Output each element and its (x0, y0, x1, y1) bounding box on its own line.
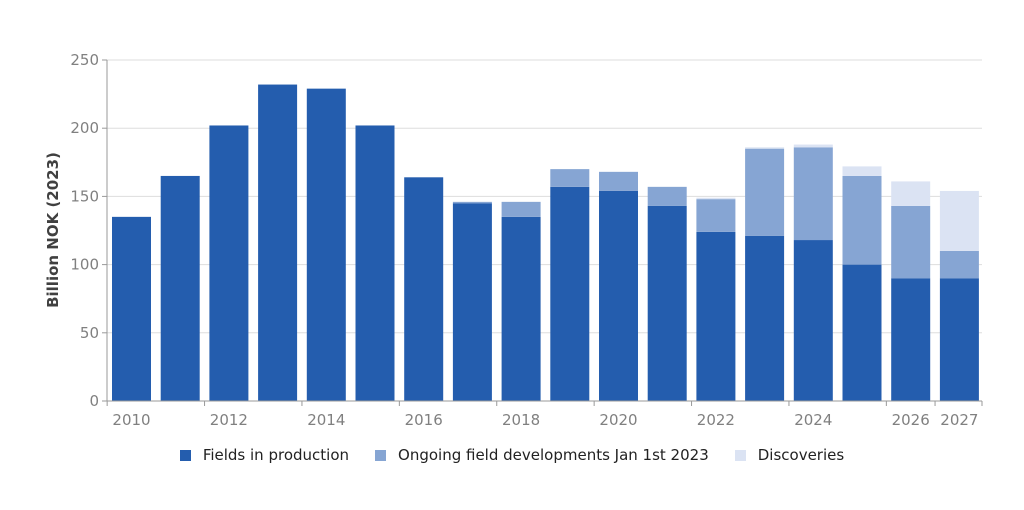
x-tick-label-2022: 2022 (697, 411, 735, 429)
legend-label-fields-in-production: Fields in production (202, 446, 350, 464)
x-tick-label-2018: 2018 (502, 411, 540, 429)
bar-segment-2022-s2 (696, 197, 736, 200)
bar-segment-2021-s1 (647, 186, 687, 206)
bar-segment-2018-s0 (501, 216, 541, 401)
bar-segment-2017-s0 (452, 203, 492, 401)
legend-item-ongoing-field-developments: Ongoing field developments Jan 1st 2023 (375, 446, 709, 464)
legend-swatch-ongoing-field-developments (375, 449, 387, 461)
x-tick-label-2016: 2016 (405, 411, 443, 429)
bar-segment-2023-s0 (745, 235, 785, 401)
axis-layer: 0 50 100 150 200 250 2010 2012 2014 2016 2018 2020 2… (70, 51, 983, 429)
bar-segment-2022-s1 (696, 199, 736, 232)
y-axis-title: Billion NOK (2023) (44, 152, 62, 308)
bar-segment-2026-s0 (891, 278, 931, 401)
bar-segment-2018-s1 (501, 201, 541, 217)
y-tick-label: 200 (70, 119, 99, 137)
y-tick-label: 0 (89, 392, 99, 410)
bar-segment-2014-s0 (306, 88, 346, 402)
x-tick-label-2027: 2027 (940, 411, 978, 429)
bar-segment-2027-s1 (939, 250, 979, 279)
grid-layer (107, 59, 982, 334)
bar-segment-2023-s1 (745, 148, 785, 236)
legend-label-discoveries: Discoveries (757, 446, 845, 464)
bar-segment-2016-s0 (404, 177, 444, 401)
bar-segment-2021-s0 (647, 205, 687, 401)
bar-segment-2027-s0 (939, 278, 979, 401)
bar-segment-2027-s2 (939, 190, 979, 251)
x-tick-label-2010: 2010 (112, 411, 150, 429)
bar-segment-2025-s0 (842, 264, 882, 401)
x-tick-label-2026: 2026 (892, 411, 930, 429)
bar-segment-2022-s0 (696, 231, 736, 401)
bar-segment-2026-s1 (891, 205, 931, 279)
x-tick-label-2024: 2024 (794, 411, 832, 429)
bar-layer (112, 84, 979, 402)
stacked-bar-chart: 0 50 100 150 200 250 2010 2012 2014 2016 2018 2020 2… (44, 51, 983, 429)
legend-item-fields-in-production: Fields in production (179, 446, 350, 464)
bar-segment-2010-s0 (112, 216, 151, 401)
x-tick-label-2020: 2020 (599, 411, 637, 429)
y-tick-label: 100 (70, 256, 99, 274)
bar-segment-2013-s0 (258, 84, 298, 401)
bar-segment-2025-s2 (842, 166, 882, 176)
legend-item-discoveries: Discoveries (734, 446, 845, 464)
bar-segment-2025-s1 (842, 175, 882, 265)
bar-segment-2017-s1 (452, 201, 492, 204)
bar-segment-2026-s2 (891, 181, 931, 206)
bar-segment-2015-s0 (355, 125, 395, 402)
legend-swatch-discoveries (734, 449, 746, 461)
bar-segment-2012-s0 (209, 125, 249, 402)
legend-label-ongoing-field-developments: Ongoing field developments Jan 1st 2023 (398, 446, 709, 464)
bar-segment-2011-s0 (160, 175, 200, 401)
bar-segment-2019-s1 (550, 169, 590, 187)
y-tick-label: 250 (70, 51, 99, 69)
legend: Fields in production Ongoing field devel… (0, 446, 1024, 464)
bar-segment-2024-s0 (793, 240, 833, 401)
bar-segment-2023-s2 (745, 147, 785, 149)
legend-swatch-fields-in-production (179, 449, 191, 461)
y-tick-label: 150 (70, 187, 99, 205)
y-tick-label: 50 (80, 324, 99, 342)
bar-segment-2020-s1 (599, 171, 638, 191)
x-tick-label-2012: 2012 (210, 411, 248, 429)
bar-segment-2020-s0 (599, 190, 638, 401)
bar-segment-2019-s0 (550, 186, 590, 401)
bar-segment-2024-s1 (793, 147, 833, 241)
x-tick-label-2014: 2014 (307, 411, 345, 429)
bar-segment-2024-s2 (793, 144, 833, 148)
